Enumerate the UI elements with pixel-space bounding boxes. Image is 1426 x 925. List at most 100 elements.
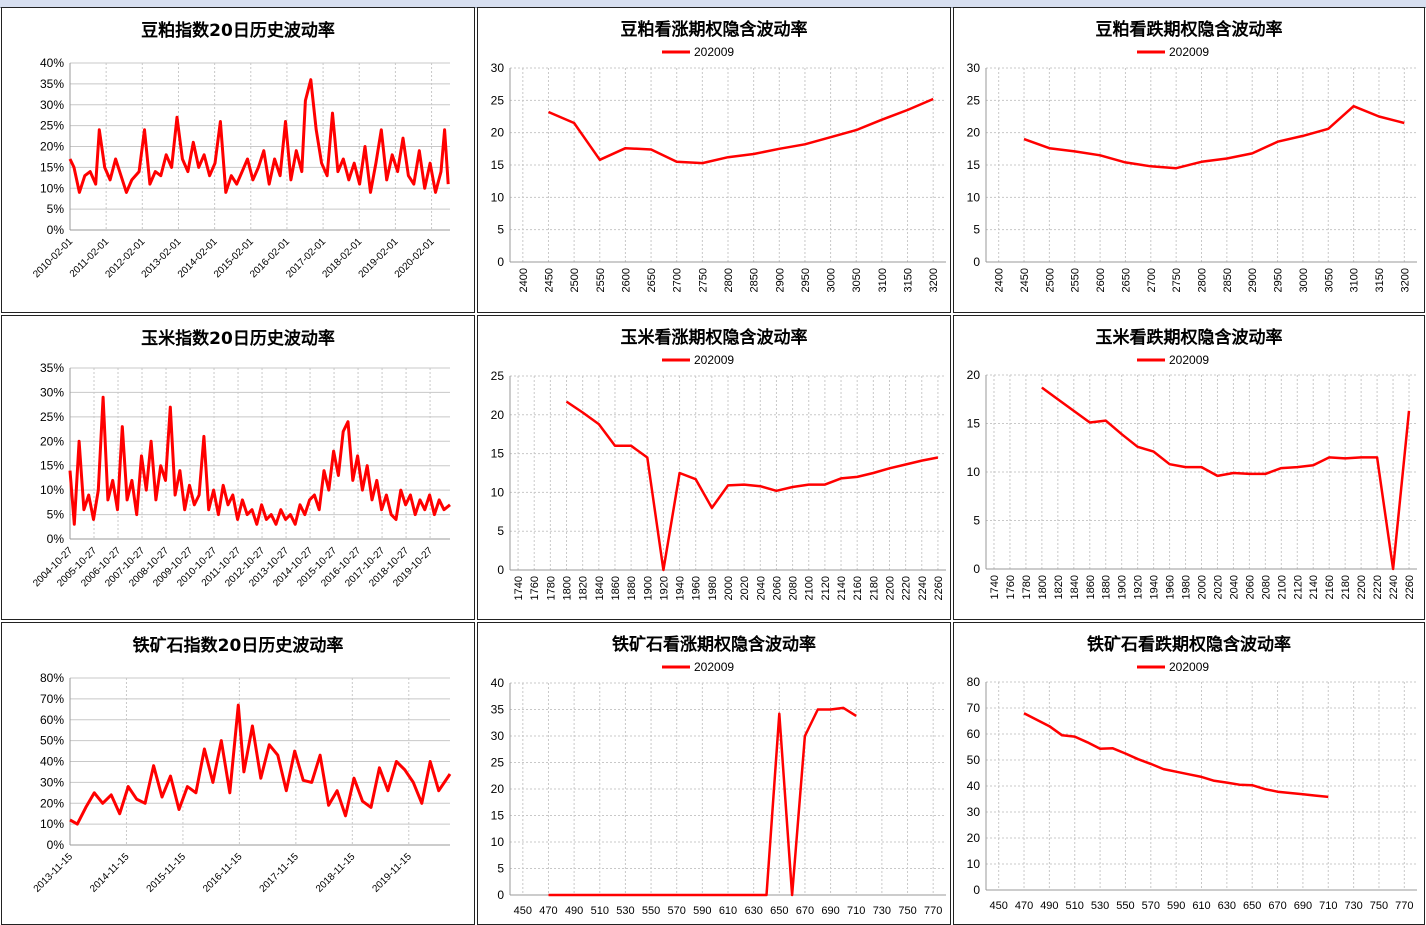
legend-label: 202009 [694,45,734,59]
y-tick-label: 40 [967,779,981,793]
x-tick-label: 550 [1116,900,1134,912]
x-tick-label: 670 [1268,900,1286,912]
x-tick-label: 2060 [771,576,783,600]
chart-panel: 铁矿石指数20日历史波动率 0% 10% 20% 30% 40% 50% 60% 70% 80% 2… [1,622,475,925]
y-tick-label: 5% [47,202,65,216]
x-tick-label: 2140 [1308,575,1320,599]
x-tick-label: 3100 [1349,268,1361,292]
y-tick-label: 25% [40,119,64,133]
x-tick-label: 710 [847,905,865,917]
x-tick-label: 2850 [1222,268,1234,292]
y-tick-label: 10% [40,483,64,497]
x-tick-label: 1960 [1165,575,1177,599]
y-tick-label: 80 [967,675,981,689]
y-tick-label: 20 [967,126,981,140]
chart-panel: 玉米看跌期权隐含波动率 202009 0 5 10 15 20 1740 1760 1780 180… [953,315,1425,620]
x-tick-label: 1980 [1181,575,1193,599]
y-tick-label: 50 [967,753,981,767]
x-tick-label: 1840 [594,576,606,600]
x-tick-label: 2080 [788,576,800,600]
x-tick-label: 2500 [1044,268,1056,292]
x-tick-label: 2160 [852,576,864,600]
y-tick-label: 10 [491,190,505,204]
x-tick-label: 3200 [1399,268,1411,292]
y-tick-label: 5 [497,223,504,237]
x-tick-label: 1800 [1037,575,1049,599]
x-tick-label: 1760 [529,576,541,600]
x-tick-label: 1780 [545,576,557,600]
chart-title: 豆粕指数20日历史波动率 [141,20,335,41]
x-tick-label: 3150 [903,268,915,292]
x-tick-label: 2800 [723,268,735,292]
y-tick-label: 0% [47,532,65,546]
x-tick-label: 2240 [917,576,929,600]
chart-title: 玉米指数20日历史波动率 [141,328,335,349]
y-tick-label: 0 [973,883,980,897]
x-tick-label: 490 [565,905,583,917]
x-tick-label: 510 [1066,900,1084,912]
x-tick-label: 3100 [877,268,889,292]
x-tick-label: 1880 [626,576,638,600]
series-line [1041,386,1411,571]
y-tick-label: 10 [491,835,505,849]
x-tick-label: 630 [1218,900,1236,912]
x-tick-label: 1940 [675,576,687,600]
chart-title: 豆粕看涨期权隐含波动率 [621,19,808,40]
y-tick-label: 40 [491,676,505,690]
x-tick-label: 2100 [1276,575,1288,599]
x-tick-label: 2700 [672,268,684,292]
x-tick-label: 1820 [1053,575,1065,599]
x-tick-label: 2600 [1095,268,1107,292]
x-tick-label: 1740 [989,575,1001,599]
series-line [68,395,451,526]
x-tick-label: 710 [1319,900,1337,912]
chart-title: 铁矿石指数20日历史波动率 [133,635,344,656]
x-tick-label: 2020 [739,576,751,600]
x-tick-label: 2017-11-15 [258,851,302,895]
y-tick-label: 30% [40,775,64,789]
y-tick-label: 20% [40,796,64,810]
x-tick-label: 2100 [804,576,816,600]
x-tick-label: 2014-11-15 [88,851,132,895]
x-tick-label: 2900 [1247,268,1259,292]
y-tick-label: 15 [491,809,505,823]
y-tick-label: 5% [47,508,65,522]
x-tick-label: 530 [1091,900,1109,912]
chart-svg: 豆粕看跌期权隐含波动率 202009 0 5 10 15 20 25 30 2400 2450 250… [967,19,1417,292]
y-tick-label: 20 [491,782,505,796]
legend-label: 202009 [1169,45,1209,59]
x-tick-label: 2450 [543,268,555,292]
y-tick-label: 40% [40,56,64,70]
y-tick-label: 5 [497,524,504,538]
x-tick-label: 730 [1344,900,1362,912]
y-tick-label: 25 [967,93,981,107]
x-tick-label: 1740 [513,576,525,600]
x-tick-label: 2019-11-15 [370,851,414,895]
chart-svg: 豆粕看涨期权隐含波动率 202009 0 5 10 15 20 25 30 2400 2450 250… [491,19,946,292]
x-tick-label: 730 [873,905,891,917]
y-tick-label: 0 [973,255,980,269]
x-tick-label: 1760 [1005,575,1017,599]
y-tick-label: 15 [491,447,505,461]
x-tick-label: 570 [1142,900,1160,912]
chart-title: 豆粕看跌期权隐含波动率 [1096,19,1283,40]
x-tick-label: 550 [642,905,660,917]
legend-label: 202009 [694,353,734,367]
x-tick-label: 490 [1040,900,1058,912]
x-tick-label: 2000 [723,576,735,600]
y-tick-label: 20 [491,126,505,140]
x-tick-label: 2000 [1197,575,1209,599]
x-tick-label: 2550 [1070,268,1082,292]
x-tick-label: 2600 [620,268,632,292]
y-tick-label: 80% [40,671,64,685]
x-tick-label: 1800 [562,576,574,600]
x-tick-label: 470 [539,905,557,917]
x-tick-label: 2950 [1273,268,1285,292]
y-tick-label: 20 [491,408,505,422]
x-tick-label: 610 [1192,900,1210,912]
x-tick-label: 1900 [1117,575,1129,599]
x-tick-label: 3150 [1374,268,1386,292]
x-tick-label: 3050 [851,268,863,292]
y-tick-label: 15 [491,158,505,172]
chart-panel: 豆粕看涨期权隐含波动率 202009 0 5 10 15 20 25 30 2400 2450 250… [477,7,951,313]
